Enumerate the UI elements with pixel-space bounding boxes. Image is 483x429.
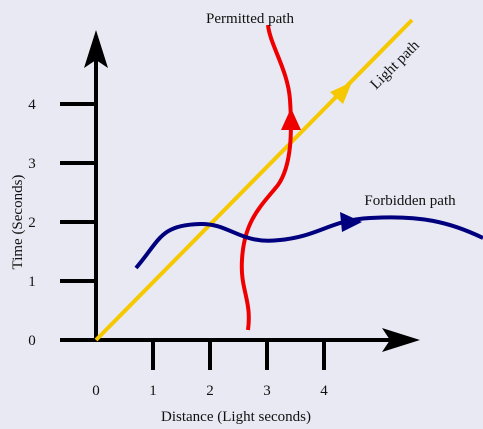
y-tick-label: 0 <box>28 333 36 349</box>
light-path-arrow <box>330 82 352 104</box>
light-path-line <box>94 18 414 342</box>
y-tick-label: 4 <box>28 97 36 113</box>
forbidden-path-label: Forbidden path <box>364 193 456 209</box>
permitted-path-arrow <box>281 108 301 130</box>
x-axis-label: Distance (Light seconds) <box>161 409 311 425</box>
x-tick-label: 3 <box>263 383 271 399</box>
x-tick-label: 1 <box>149 383 157 399</box>
y-tick-label: 1 <box>28 274 36 290</box>
y-axis-arrow <box>84 30 108 68</box>
x-tick-label: 0 <box>92 383 100 399</box>
permitted-path-label: Permitted path <box>206 11 294 27</box>
forbidden-path-line <box>134 215 483 270</box>
x-axis-arrow <box>382 328 420 352</box>
ticks: 0 1 2 3 4 0 1 2 3 4 <box>28 97 328 399</box>
permitted-path-line <box>239 24 293 331</box>
x-tick-label: 2 <box>206 383 214 399</box>
x-tick-label: 4 <box>320 383 328 399</box>
y-axis-label: Time (Seconds) <box>10 175 26 270</box>
forbidden-path-arrow <box>340 212 362 232</box>
y-tick-label: 2 <box>28 215 36 231</box>
y-tick-label: 3 <box>28 156 36 172</box>
